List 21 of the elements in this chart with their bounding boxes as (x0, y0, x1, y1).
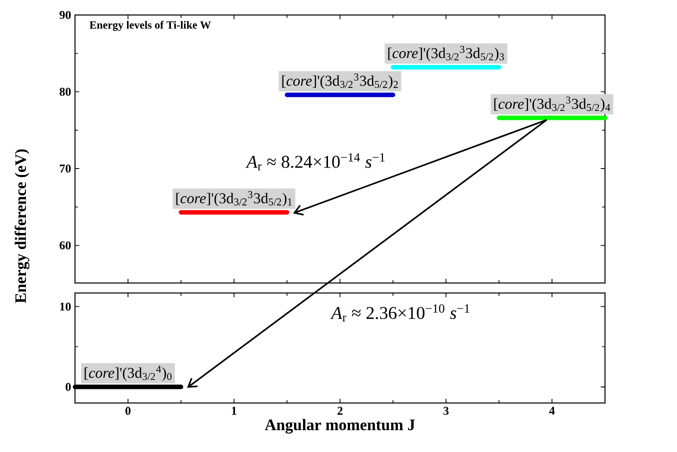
chart-title: Energy levels of Ti-like W (90, 20, 211, 32)
text: [core]'(3d$_{3/2}$$^{3}$3d$_{5/2}$)$_{3}$ (388, 46, 504, 62)
annotation: A$_{r}$ ≈ 2.36×10$^{−10}$ s$^{−1}$ (330, 304, 470, 322)
text: [core]'(3d$_{3/2}$$^{3}$3d$_{5/2}$)$_{4}$ (494, 96, 610, 112)
y-axis-title: Energy difference (eV) (14, 149, 30, 304)
y-tick-label: 60 (60, 241, 71, 250)
y-tick-label: 10 (60, 302, 71, 311)
y-tick-label: 80 (60, 88, 71, 96)
annotation: A$_{r}$ ≈ 8.24×10$^{−14}$ s$^{−1}$ (246, 153, 385, 170)
y-tick-label: 70 (60, 164, 71, 173)
x-tick-label: 0 (125, 406, 131, 415)
y-tick-label: 90 (60, 10, 71, 20)
x-tick-label: 1 (232, 406, 236, 415)
legend-label: [core]'(3d$_{3/2}$$^{4}$)$_{0}$ (84, 366, 172, 381)
text: [core]'(3d$_{3/2}$$^{3}$3d$_{5/2}$)$_{2}$ (282, 74, 398, 89)
x-axis-title: Angular momentum J (264, 419, 415, 434)
x-tick-label: 3 (443, 406, 449, 415)
x-tick-label: 4 (549, 406, 555, 415)
y-tick-label: 0 (66, 382, 71, 391)
text: [core]'(3d$_{3/2}$$^{3}$3d$_{5/2}$)$_{1}$ (176, 191, 292, 206)
x-tick-label: 2 (338, 406, 342, 415)
